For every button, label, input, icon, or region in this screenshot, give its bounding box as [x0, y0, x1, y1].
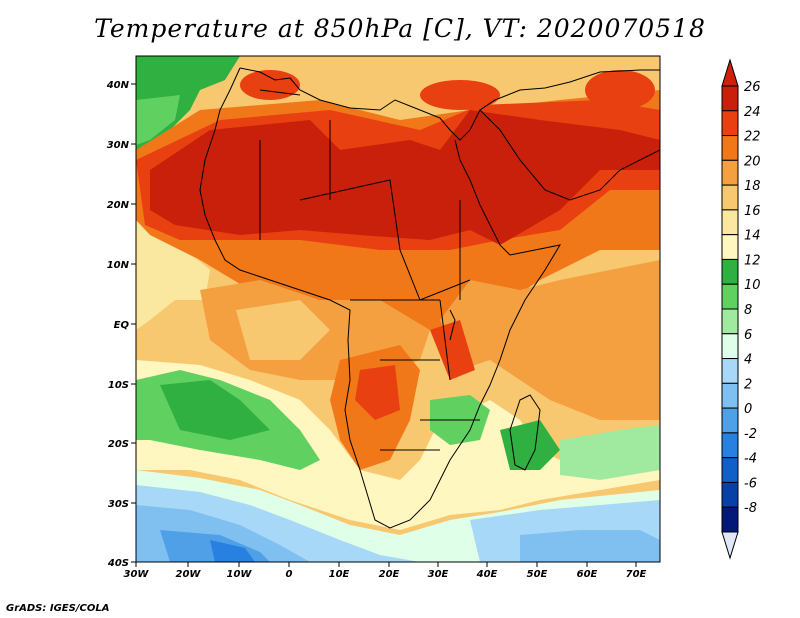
lat-tick-label: 10S — [108, 380, 129, 391]
colorbar-label: -6 — [744, 476, 757, 491]
lon-tick-label: 70E — [626, 569, 647, 580]
colorbar-box — [721, 308, 739, 335]
lon-tick-label: 20W — [176, 569, 202, 580]
axis-ticks — [131, 83, 637, 567]
colorbar-label: 24 — [744, 105, 761, 120]
colorbar-boxes — [721, 85, 739, 533]
colorbar-box — [721, 382, 739, 409]
latitude-labels: 40N 30N 20N 10N EQ 10S 20S 30S 40S — [106, 80, 130, 569]
colorbar-box — [721, 110, 739, 137]
colorbar-box — [721, 432, 739, 459]
lat-tick-label: 10N — [107, 260, 130, 271]
colorbar-label: 0 — [744, 402, 752, 417]
coastlines — [199, 67, 660, 529]
colorbar-box — [721, 481, 739, 508]
colorbar-label: -8 — [744, 501, 757, 516]
colorbar-label: 8 — [744, 303, 752, 318]
lon-tick-label: 0 — [286, 569, 293, 580]
colorbar-label: -2 — [744, 427, 757, 442]
map-frame — [135, 55, 661, 563]
colorbar-bottom-triangle — [721, 531, 739, 560]
colorbar-label: 16 — [744, 204, 761, 219]
footer-credit: GrADS: IGES/COLA — [6, 603, 110, 614]
colorbar-label: -4 — [744, 452, 757, 467]
colorbar-label: 26 — [744, 80, 761, 95]
lon-tick-label: 10W — [227, 569, 253, 580]
colorbar-label: 12 — [744, 253, 761, 268]
colorbar-box — [721, 85, 739, 112]
colorbar-box — [721, 159, 739, 186]
colorbar-box — [721, 258, 739, 285]
colorbar-box — [721, 358, 739, 384]
longitude-labels: 30W 20W 10W 0 10E 20E 30E 40E 50E 60E 70… — [124, 569, 647, 580]
lon-tick-label: 30W — [124, 569, 150, 580]
lat-tick-label: 30N — [107, 140, 130, 151]
lat-tick-label: 40N — [106, 80, 130, 91]
colorbar-label: 6 — [744, 328, 752, 343]
colorbar-top-triangle — [721, 58, 739, 87]
colorbar-box — [721, 209, 739, 236]
lon-tick-label: 20E — [379, 569, 400, 580]
colorbar-box — [721, 234, 739, 260]
lon-tick-label: 40E — [476, 569, 498, 580]
colorbar-label: 20 — [744, 154, 761, 169]
colorbar-label: 22 — [744, 130, 761, 145]
map-title: Temperature at 850hPa [C], VT: 202007051… — [94, 14, 706, 43]
lon-tick-label: 50E — [527, 569, 548, 580]
colorbar-box — [721, 283, 739, 310]
colorbar-box — [721, 457, 739, 483]
lat-tick-label: 40S — [107, 558, 129, 569]
lon-tick-label: 30E — [428, 569, 449, 580]
colorbar-label: 4 — [744, 353, 752, 368]
lat-tick-label: 30S — [108, 499, 129, 510]
colorbar-box — [721, 506, 739, 533]
colorbar-label: 10 — [744, 278, 761, 293]
colorbar-label: 2 — [744, 377, 752, 392]
colorbar-label: 14 — [744, 229, 761, 244]
lon-tick-label: 10E — [329, 569, 350, 580]
lat-tick-label: 20S — [108, 439, 129, 450]
lon-tick-label: 60E — [577, 569, 598, 580]
colorbar-box — [721, 135, 739, 161]
colorbar-box — [721, 184, 739, 211]
lat-tick-label: 20N — [107, 200, 130, 211]
colorbar-box — [721, 407, 739, 434]
colorbar-label: 18 — [744, 179, 761, 194]
temperature-field — [136, 56, 660, 562]
colorbar-box — [721, 333, 739, 360]
lat-tick-label: EQ — [114, 320, 130, 331]
